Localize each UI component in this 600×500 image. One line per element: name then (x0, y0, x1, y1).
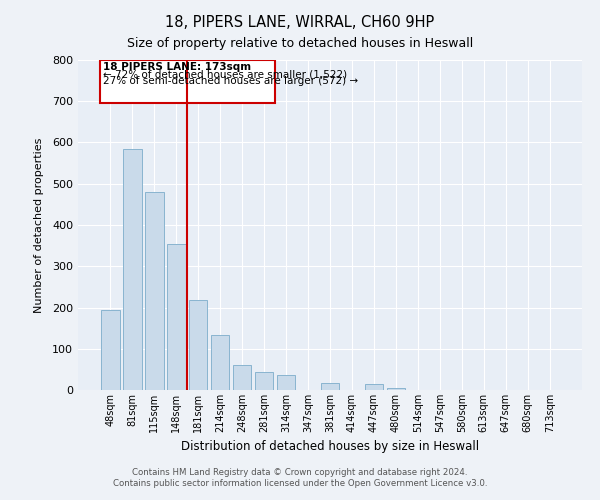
Bar (167, 244, 185, 390)
Bar (211, 335, 229, 390)
Text: 18 PIPERS LANE: 173sqm: 18 PIPERS LANE: 173sqm (103, 62, 251, 72)
Bar (277, 374, 295, 390)
Bar (255, 372, 274, 390)
Bar (320, 383, 340, 390)
Bar (386, 388, 405, 390)
Text: 18, PIPERS LANE, WIRRAL, CH60 9HP: 18, PIPERS LANE, WIRRAL, CH60 9HP (166, 15, 434, 30)
Bar (101, 310, 119, 390)
Text: ← 72% of detached houses are smaller (1,522): ← 72% of detached houses are smaller (1,… (103, 69, 347, 79)
FancyBboxPatch shape (100, 60, 275, 104)
Bar (365, 384, 383, 390)
Bar (189, 300, 208, 390)
Bar (233, 365, 251, 390)
Text: 27% of semi-detached houses are larger (572) →: 27% of semi-detached houses are larger (… (103, 76, 358, 86)
Text: Size of property relative to detached houses in Heswall: Size of property relative to detached ho… (127, 38, 473, 51)
Bar (123, 148, 142, 390)
Bar (145, 192, 164, 390)
X-axis label: Distribution of detached houses by size in Heswall: Distribution of detached houses by size … (181, 440, 479, 454)
Text: Contains HM Land Registry data © Crown copyright and database right 2024.
Contai: Contains HM Land Registry data © Crown c… (113, 468, 487, 487)
Y-axis label: Number of detached properties: Number of detached properties (34, 138, 44, 312)
